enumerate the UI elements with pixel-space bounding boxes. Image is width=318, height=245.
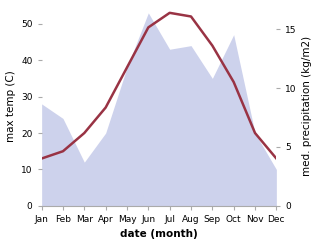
X-axis label: date (month): date (month): [120, 230, 198, 239]
Y-axis label: med. precipitation (kg/m2): med. precipitation (kg/m2): [302, 36, 313, 176]
Y-axis label: max temp (C): max temp (C): [5, 70, 16, 142]
